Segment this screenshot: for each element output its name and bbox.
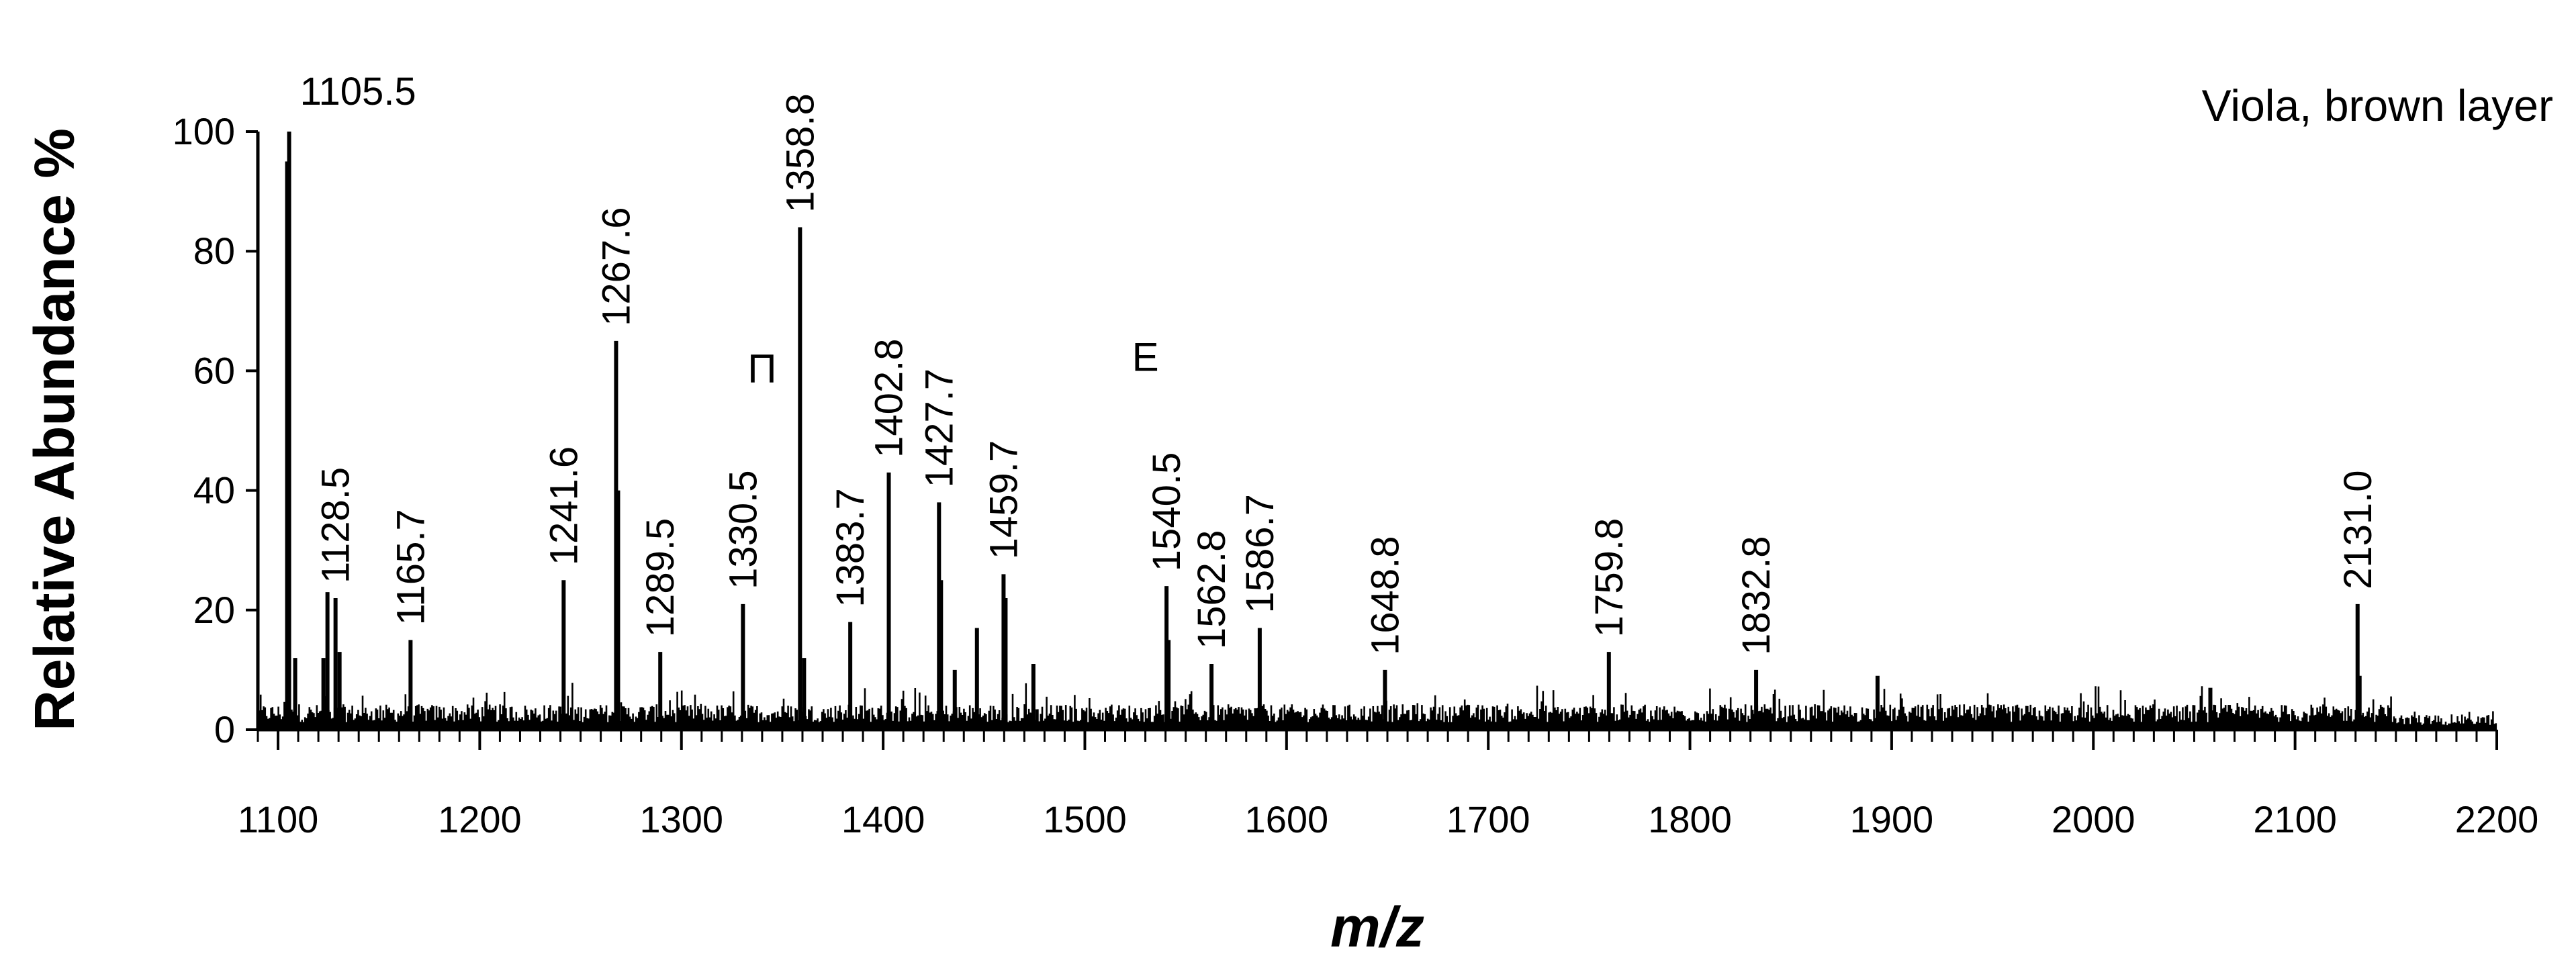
x-tick-label-2200: 2200 <box>2455 798 2539 840</box>
x-tick-label-1800: 1800 <box>1648 798 1732 840</box>
peak-label-1402.8: 1402.8 <box>868 338 911 457</box>
x-tick-label-1900: 1900 <box>1850 798 1934 840</box>
y-tick-label-60: 60 <box>193 349 235 391</box>
x-axis-title: m/z <box>1330 895 1424 959</box>
peak-label-2131.0: 2131.0 <box>2336 470 2380 589</box>
peak-label-1459.7: 1459.7 <box>982 440 1025 559</box>
y-tick-label-20: 20 <box>193 589 235 631</box>
ticks: 0 20 40 60 80 100 1100 1200 1300 1400 1500 1600 1700… <box>173 110 2539 840</box>
peak-label-1759.8: 1759.8 <box>1588 518 1631 637</box>
peak-layer <box>285 132 2362 730</box>
peak-label-1128.5: 1128.5 <box>314 467 358 583</box>
peak-label-1832.8: 1832.8 <box>1735 536 1778 654</box>
x-tick-label-1400: 1400 <box>841 798 925 840</box>
peak-label-1383.7: 1383.7 <box>829 488 872 607</box>
peak-label-1267.6: 1267.6 <box>594 207 638 326</box>
peak-label-1165.7: 1165.7 <box>389 509 432 625</box>
x-tick-label-1600: 1600 <box>1245 798 1329 840</box>
axes <box>256 132 2497 732</box>
peak-marker-2: Ε <box>1132 334 1159 379</box>
y-tick-label-0: 0 <box>214 708 235 750</box>
y-tick-label-40: 40 <box>193 469 235 512</box>
peak-marker-1: Π <box>747 346 776 391</box>
peak-label-1427.7: 1427.7 <box>917 369 961 487</box>
sample-annotation: Viola, brown layer <box>2202 81 2553 130</box>
peak-label-1562.8: 1562.8 <box>1190 530 1234 649</box>
noise-sticks <box>258 683 2497 730</box>
x-tick-label-1100: 1100 <box>238 798 318 840</box>
peak-label-1586.7: 1586.7 <box>1238 494 1282 613</box>
peak-label-1330.5: 1330.5 <box>721 470 765 589</box>
x-tick-label-1300: 1300 <box>639 798 723 840</box>
y-tick-label-100: 100 <box>173 110 235 152</box>
x-tick-label-1500: 1500 <box>1043 798 1127 840</box>
y-tick-label-80: 80 <box>193 230 235 272</box>
peak-label-1648.8: 1648.8 <box>1363 536 1407 654</box>
peak-label-1358.8: 1358.8 <box>778 93 822 212</box>
peak-label-1540.5: 1540.5 <box>1145 452 1189 571</box>
baseline-noise <box>258 683 2497 730</box>
x-tick-label-2000: 2000 <box>2052 798 2135 840</box>
y-axis-title: Relative Abundance % <box>23 128 86 731</box>
x-tick-label-1700: 1700 <box>1446 798 1530 840</box>
peak-label-1105.5: 1105.5 <box>300 70 416 113</box>
peak-label-1289.5: 1289.5 <box>639 518 682 637</box>
peak-labels: 1105.5 1128.5 1165.7 1241.6 1267.6 1289.5 1330… <box>300 70 2380 655</box>
x-tick-label-1200: 1200 <box>438 798 522 840</box>
peak-label-1241.6: 1241.6 <box>542 446 586 565</box>
x-tick-label-2100: 2100 <box>2253 798 2337 840</box>
